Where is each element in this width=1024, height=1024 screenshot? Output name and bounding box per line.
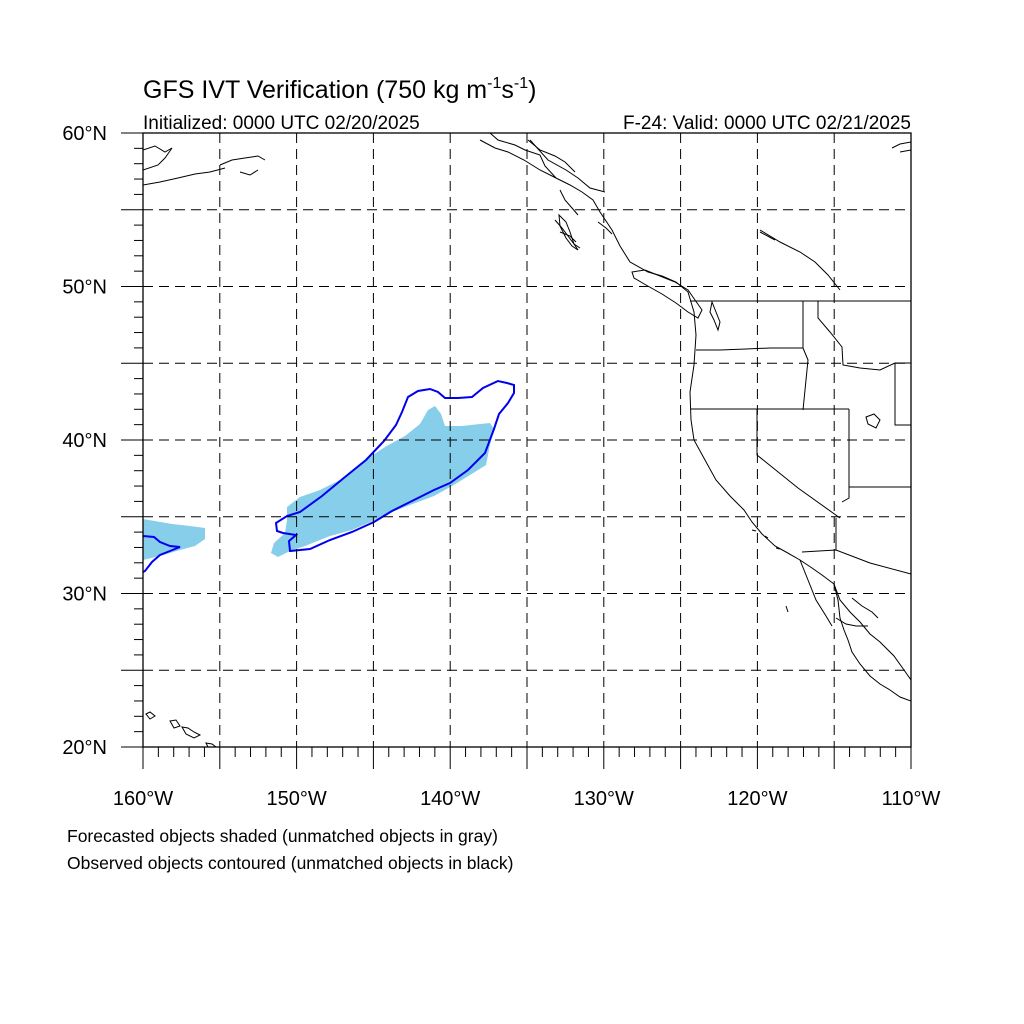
latitude-labels: 60°N 50°N 40°N 30°N 20°N — [62, 123, 107, 759]
observed-object-west — [143, 535, 181, 573]
chart-title: GFS IVT Verification (750 kg m-1s-1) — [143, 75, 536, 104]
valid-time: F-24: Valid: 0000 UTC 02/21/2025 — [623, 113, 911, 134]
axis-ticks — [121, 132, 912, 769]
longitude-label: 130°W — [574, 788, 634, 810]
latitude-label: 50°N — [62, 277, 107, 299]
latitude-label: 40°N — [62, 430, 107, 452]
gridlines — [143, 133, 911, 747]
legend-observed: Observed objects contoured (unmatched ob… — [67, 853, 514, 873]
latitude-label: 30°N — [62, 584, 107, 606]
latitude-label: 60°N — [62, 123, 107, 145]
legend-forecast: Forecasted objects shaded (unmatched obj… — [67, 826, 498, 846]
longitude-label: 110°W — [882, 788, 941, 810]
initialized-time: Initialized: 0000 UTC 02/20/2025 — [143, 113, 420, 134]
map-panel — [143, 133, 911, 747]
political-boundaries — [527, 139, 911, 575]
forecast-object-main — [271, 406, 494, 557]
longitude-label: 160°W — [113, 788, 173, 810]
latitude-label: 20°N — [62, 737, 107, 759]
observed-object-main — [274, 379, 515, 553]
coastlines — [143, 133, 911, 747]
longitude-label: 140°W — [420, 788, 480, 810]
forecast-object-west — [143, 519, 205, 560]
longitude-label: 120°W — [727, 788, 787, 810]
longitude-labels: 160°W 150°W 140°W 130°W 120°W 110°W — [113, 788, 941, 810]
longitude-label: 150°W — [266, 788, 326, 810]
